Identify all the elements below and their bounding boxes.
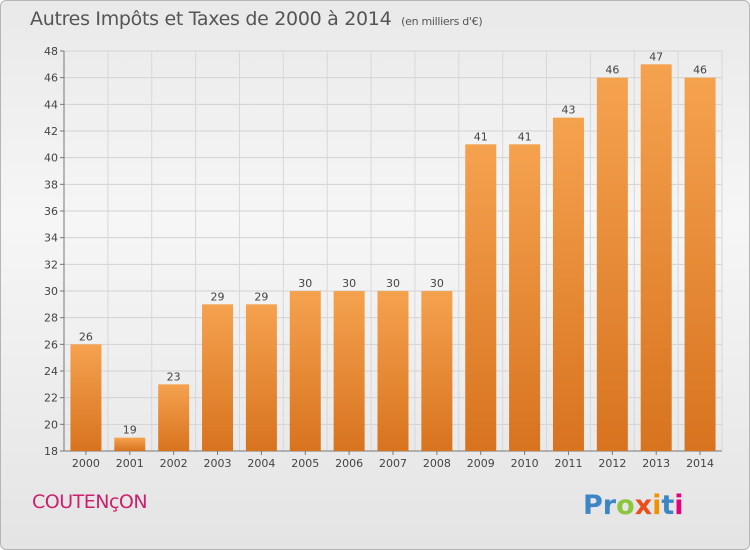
bars [70, 64, 716, 452]
data-label: 29 [211, 290, 225, 303]
bar [640, 64, 672, 452]
bar [70, 344, 102, 451]
x-tick-label: 2004 [247, 457, 275, 470]
x-tick-label: 2000 [72, 457, 100, 470]
data-label: 19 [123, 424, 137, 437]
bar [596, 77, 628, 452]
y-tick-label: 30 [44, 285, 58, 298]
data-label: 30 [342, 277, 356, 290]
x-tick-label: 2005 [291, 457, 319, 470]
data-label: 41 [518, 130, 532, 143]
bar [202, 304, 234, 451]
y-tick-label: 34 [44, 232, 58, 245]
chart-subtitle: (en milliers d'€) [401, 15, 483, 28]
logo-letter: P [583, 490, 603, 521]
bar [465, 144, 497, 452]
bar [684, 77, 716, 452]
logo-letter: t [661, 490, 675, 521]
y-tick-label: 48 [44, 45, 58, 58]
x-tick-label: 2003 [204, 457, 232, 470]
y-tick-label: 18 [44, 445, 58, 458]
bar [114, 437, 146, 451]
bar [245, 304, 277, 451]
logo-letter: x [634, 490, 653, 521]
x-tick-label: 2007 [379, 457, 407, 470]
data-label: 30 [298, 277, 312, 290]
data-label: 47 [649, 50, 663, 63]
bar [421, 291, 453, 451]
bar [289, 291, 321, 451]
logo-letter: r [602, 490, 617, 521]
bar [158, 384, 190, 451]
y-tick-label: 32 [44, 258, 58, 271]
commune-name: COUTENçON [32, 491, 148, 513]
x-tick-label: 2012 [598, 457, 626, 470]
chart-title: Autres Impôts et Taxes de 2000 à 2014 (e… [30, 8, 483, 30]
data-label: 30 [386, 277, 400, 290]
y-tick-label: 38 [44, 178, 58, 191]
y-tick-label: 26 [44, 338, 58, 351]
y-tick-label: 20 [44, 418, 58, 431]
y-tick-label: 40 [44, 152, 58, 165]
x-tick-label: 2008 [423, 457, 451, 470]
data-label: 26 [79, 330, 93, 343]
y-tick-label: 44 [44, 98, 58, 111]
x-tick-label: 2002 [160, 457, 188, 470]
data-label: 41 [474, 130, 488, 143]
bar [509, 144, 541, 452]
logo-letter: i [652, 490, 662, 521]
x-tick-label: 2011 [554, 457, 582, 470]
x-tick-label: 2013 [642, 457, 670, 470]
y-tick-label: 36 [44, 205, 58, 218]
data-label: 46 [693, 64, 707, 77]
proxiti-logo[interactable]: Proxiti [583, 490, 684, 521]
logo-letter: o [616, 490, 635, 521]
x-tick-label: 2010 [511, 457, 539, 470]
data-label: 29 [254, 290, 268, 303]
bar [333, 291, 365, 451]
bar [552, 117, 584, 452]
x-tick-label: 2006 [335, 457, 363, 470]
logo-letter: i [674, 490, 684, 521]
bar [377, 291, 409, 451]
data-label: 23 [167, 370, 181, 383]
y-tick-label: 24 [44, 365, 58, 378]
y-tick-label: 46 [44, 72, 58, 85]
data-label: 46 [605, 64, 619, 77]
y-tick-label: 28 [44, 312, 58, 325]
x-tick-label: 2014 [686, 457, 714, 470]
data-label: 30 [430, 277, 444, 290]
y-tick-label: 42 [44, 125, 58, 138]
x-tick-label: 2009 [467, 457, 495, 470]
y-tick-label: 22 [44, 392, 58, 405]
data-label: 43 [561, 104, 575, 117]
x-tick-label: 2001 [116, 457, 144, 470]
chart-title-text: Autres Impôts et Taxes de 2000 à 2014 [30, 8, 392, 30]
labels: 18 20 22 24 26 28 30 32 34 36 38 40 42 44 46 48 26 2000 19… [44, 45, 714, 470]
